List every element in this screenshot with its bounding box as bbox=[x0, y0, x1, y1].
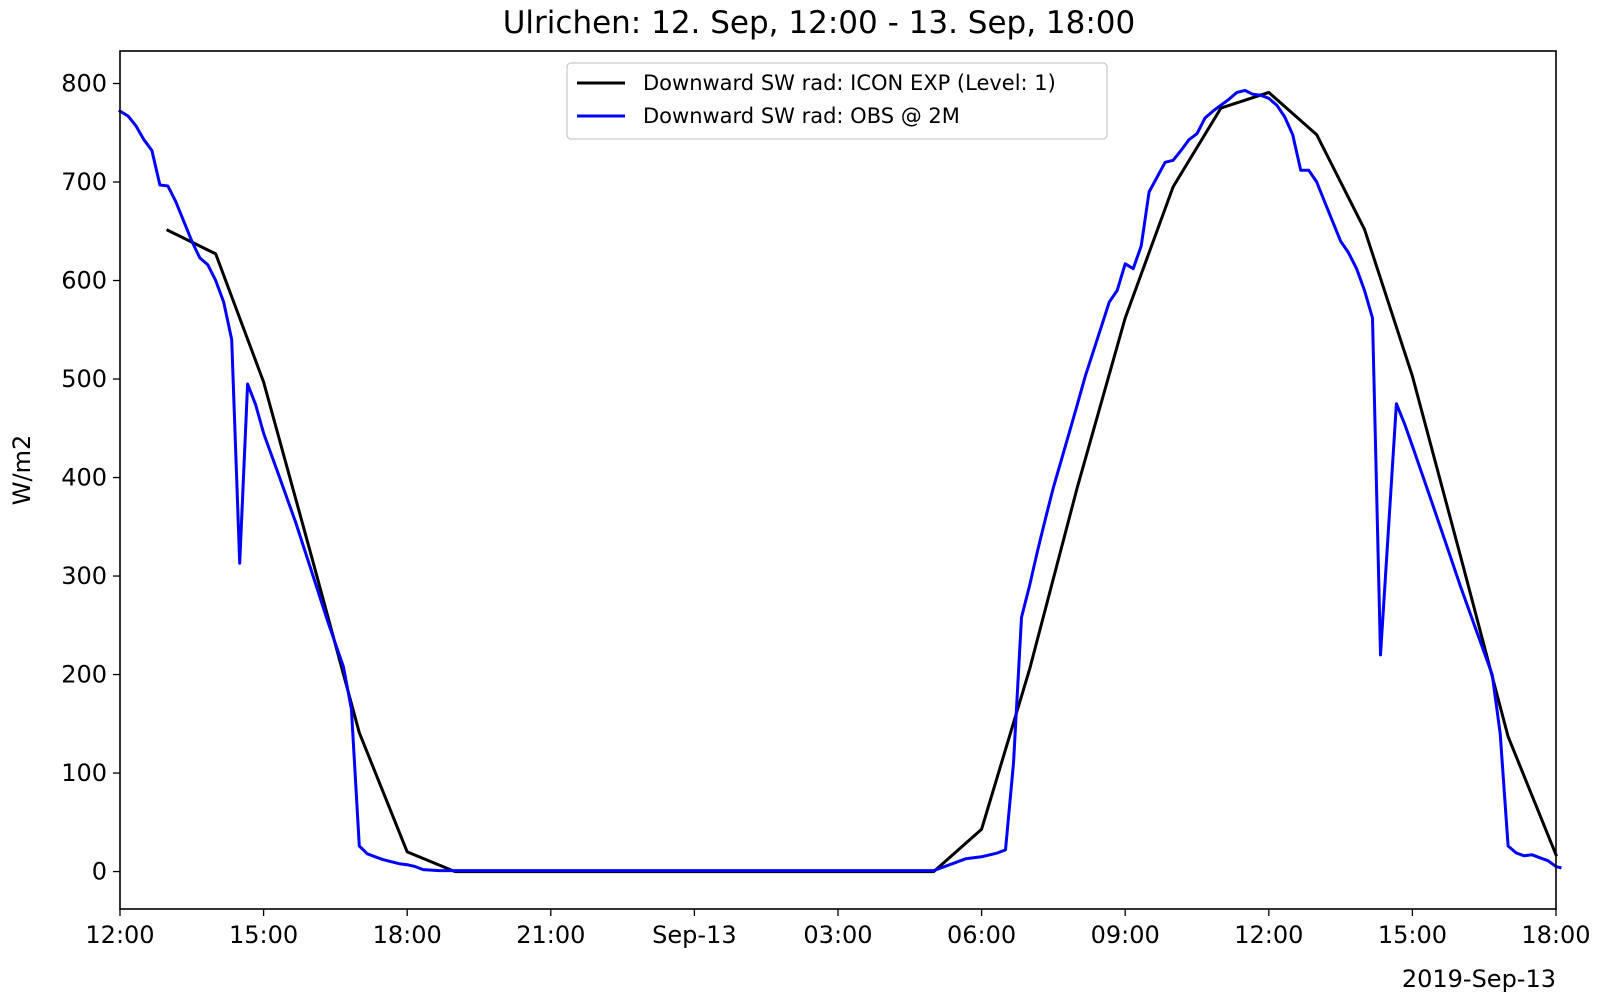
y-axis-label: W/m2 bbox=[8, 435, 36, 505]
x-tick-label: 12:00 bbox=[85, 921, 154, 949]
x-tick-label: 21:00 bbox=[516, 921, 585, 949]
x-tick-label: 03:00 bbox=[803, 921, 872, 949]
y-tick-label: 300 bbox=[61, 562, 107, 590]
x-tick-label: 18:00 bbox=[373, 921, 442, 949]
legend-label: Downward SW rad: OBS @ 2M bbox=[643, 104, 960, 128]
x-tick-label: 06:00 bbox=[947, 921, 1016, 949]
legend-label: Downward SW rad: ICON EXP (Level: 1) bbox=[643, 71, 1056, 95]
x-tick-label: 15:00 bbox=[1378, 921, 1447, 949]
legend: Downward SW rad: ICON EXP (Level: 1) Down… bbox=[566, 62, 1108, 140]
x-tick-label: 18:00 bbox=[1521, 921, 1590, 949]
chart-title: Ulrichen: 12. Sep, 12:00 - 13. Sep, 18:0… bbox=[503, 5, 1136, 41]
plot-frame bbox=[119, 50, 1557, 910]
ticks-layer: 12:00 15:00 18:00 21:00 Sep-13 03:00 06:00 09:0… bbox=[61, 70, 1590, 949]
y-tick-label: 400 bbox=[61, 464, 107, 492]
y-tick-label: 500 bbox=[61, 365, 107, 393]
legend-frame bbox=[566, 62, 1108, 140]
y-tick-label: 0 bbox=[92, 858, 107, 886]
x-tick-label: 15:00 bbox=[229, 921, 298, 949]
series-line-obs bbox=[117, 88, 1562, 873]
series-line-icon-exp bbox=[165, 90, 1558, 874]
x-tick-label: 09:00 bbox=[1091, 921, 1160, 949]
series-layer bbox=[117, 88, 1562, 874]
y-tick-label: 100 bbox=[61, 759, 107, 787]
y-tick-label: 600 bbox=[61, 267, 107, 295]
y-tick-label: 200 bbox=[61, 661, 107, 689]
x-tick-label: 12:00 bbox=[1234, 921, 1303, 949]
x-offset-label: 2019-Sep-13 bbox=[1402, 965, 1556, 993]
y-tick-label: 800 bbox=[61, 70, 107, 98]
y-tick-label: 700 bbox=[61, 168, 107, 196]
x-tick-label: Sep-13 bbox=[652, 921, 736, 949]
